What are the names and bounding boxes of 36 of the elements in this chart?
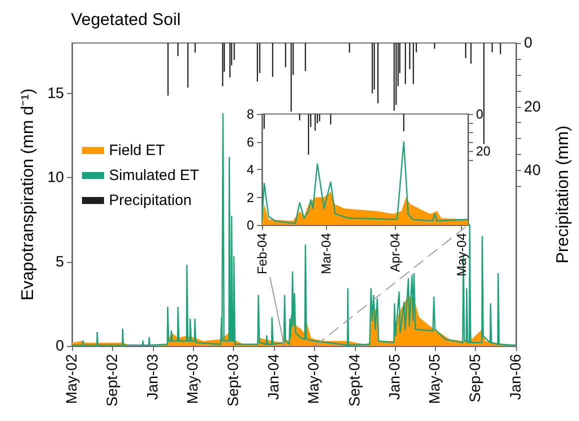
y2-tick-label: 40	[524, 162, 541, 180]
y2-tick-label: 0	[524, 34, 532, 52]
x-tick-label: May-04	[306, 354, 323, 404]
x-tick-label: Jan-04	[265, 354, 282, 400]
y-tick-label: 6	[246, 134, 254, 150]
x-tick-label: Apr-04	[387, 233, 402, 272]
y-tick-label: 4	[246, 162, 254, 177]
y-tick-label: 8	[246, 106, 254, 122]
y-tick-label: 2	[246, 190, 254, 205]
y2-tick-label: 20	[476, 144, 490, 158]
y2-axis-title: Precipitation (mm)	[553, 126, 572, 264]
x-tick-label: Sep-05	[467, 354, 484, 402]
x-tick-label: Sept-03	[225, 354, 242, 407]
y2-tick-label: 0	[476, 106, 484, 122]
legend-label: Simulated ET	[109, 167, 200, 184]
y2-tick-label: 20	[524, 98, 541, 116]
x-tick-label: Jan-03	[144, 354, 162, 400]
legend-label: Field ET	[109, 142, 165, 159]
y-tick-label: 5	[56, 253, 64, 270]
x-tick-label: Mar-04	[318, 233, 334, 274]
x-tick-label: Sept-02	[104, 354, 122, 407]
legend-label: Precipitation	[109, 192, 192, 209]
y-tick-label: 0	[56, 338, 64, 354]
y-tick-label: 15	[47, 85, 64, 102]
x-tick-label: Jan-06	[508, 354, 524, 400]
y-axis-title: Evapotranspiration (mm d⁻¹)	[18, 88, 37, 300]
x-tick-label: May-02	[64, 354, 80, 404]
y-tick-label: 10	[47, 169, 64, 186]
x-tick-label: Feb-04	[254, 233, 270, 274]
y-tick-label: 0	[246, 218, 254, 232]
chart-title: Vegetated Soil	[71, 10, 181, 29]
x-tick-label: Sept-04	[346, 354, 364, 407]
x-tick-label: May-03	[184, 354, 202, 404]
x-tick-label: May-05	[426, 354, 444, 404]
x-tick-label: May-04	[454, 233, 469, 276]
x-tick-label: Jan-05	[386, 354, 404, 400]
